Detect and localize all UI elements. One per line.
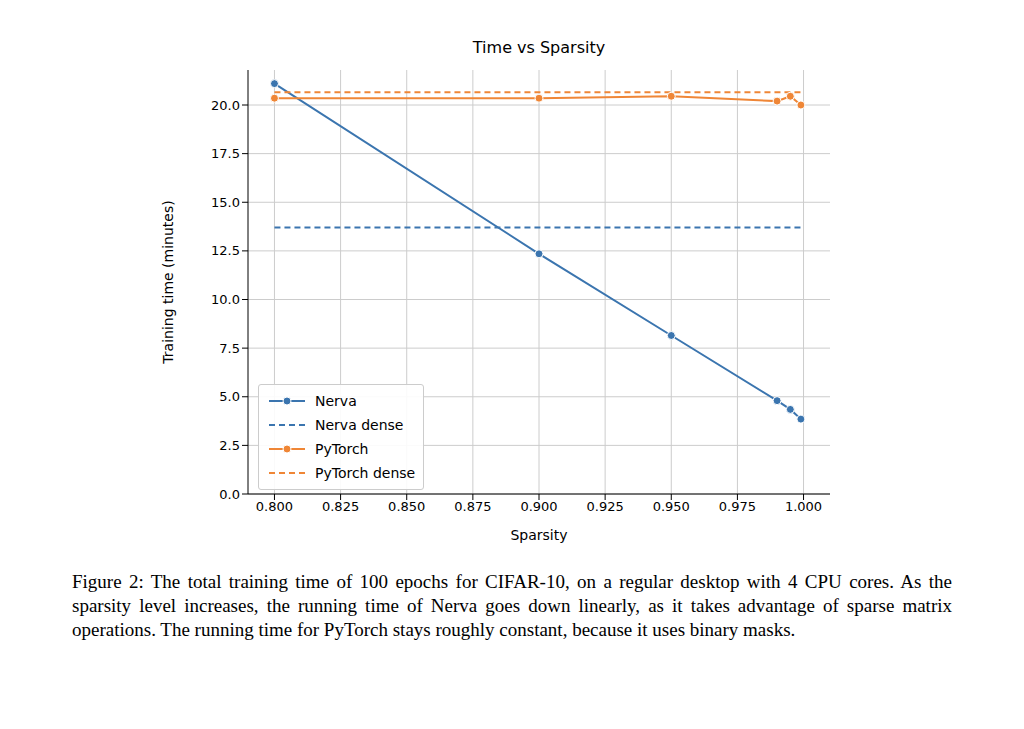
svg-text:0.850: 0.850 (388, 499, 425, 514)
svg-text:15.0: 15.0 (211, 195, 240, 210)
svg-text:Sparsity: Sparsity (510, 527, 567, 543)
html-text:PyTorch: PyTorch (315, 441, 369, 457)
svg-text:12.5: 12.5 (211, 243, 240, 258)
svg-text:0.800: 0.800 (256, 499, 293, 514)
svg-text:2.5: 2.5 (219, 438, 240, 453)
svg-text:0.950: 0.950 (653, 499, 690, 514)
svg-text:0.825: 0.825 (322, 499, 359, 514)
html-text:Figure 2: The total training t: Figure 2: The total training time of 100… (72, 571, 952, 640)
svg-text:0.0: 0.0 (219, 487, 240, 502)
svg-text:0.900: 0.900 (520, 499, 557, 514)
svg-text:20.0: 20.0 (211, 98, 240, 113)
html-text:Time vs Sparsity: Time vs Sparsity (472, 38, 606, 57)
html-text:PyTorch dense: PyTorch dense (315, 465, 416, 481)
svg-text:Training time (minutes): Training time (minutes) (160, 200, 176, 364)
svg-text:5.0: 5.0 (219, 389, 240, 404)
svg-text:7.5: 7.5 (219, 341, 240, 356)
svg-text:10.0: 10.0 (211, 292, 240, 307)
svg-text:1.000: 1.000 (785, 499, 822, 514)
svg-text:0.925: 0.925 (587, 499, 624, 514)
html-text:Nerva dense: Nerva dense (315, 417, 404, 433)
svg-text:0.975: 0.975 (719, 499, 756, 514)
html-text:Nerva: Nerva (315, 393, 357, 409)
svg-text:17.5: 17.5 (211, 146, 240, 161)
svg-text:0.875: 0.875 (454, 499, 491, 514)
